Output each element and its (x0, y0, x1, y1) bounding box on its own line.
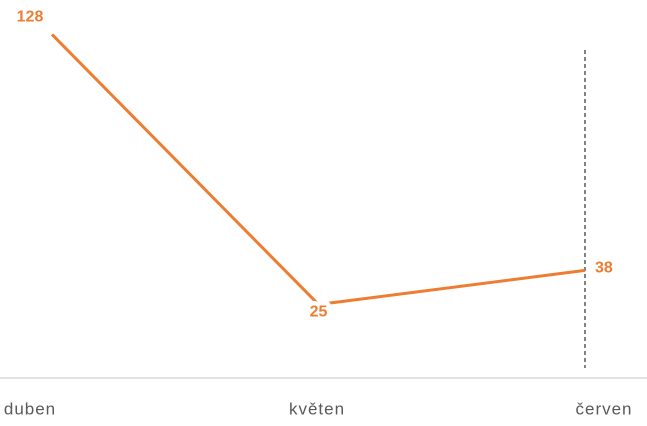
data-label: 38 (595, 260, 613, 277)
data-label: 25 (310, 304, 328, 321)
x-tick-label: červen (575, 399, 632, 418)
x-tick-label: květen (289, 399, 345, 418)
data-label: 128 (17, 9, 44, 26)
x-tick-label: duben (4, 399, 56, 418)
line (50, 33, 586, 306)
